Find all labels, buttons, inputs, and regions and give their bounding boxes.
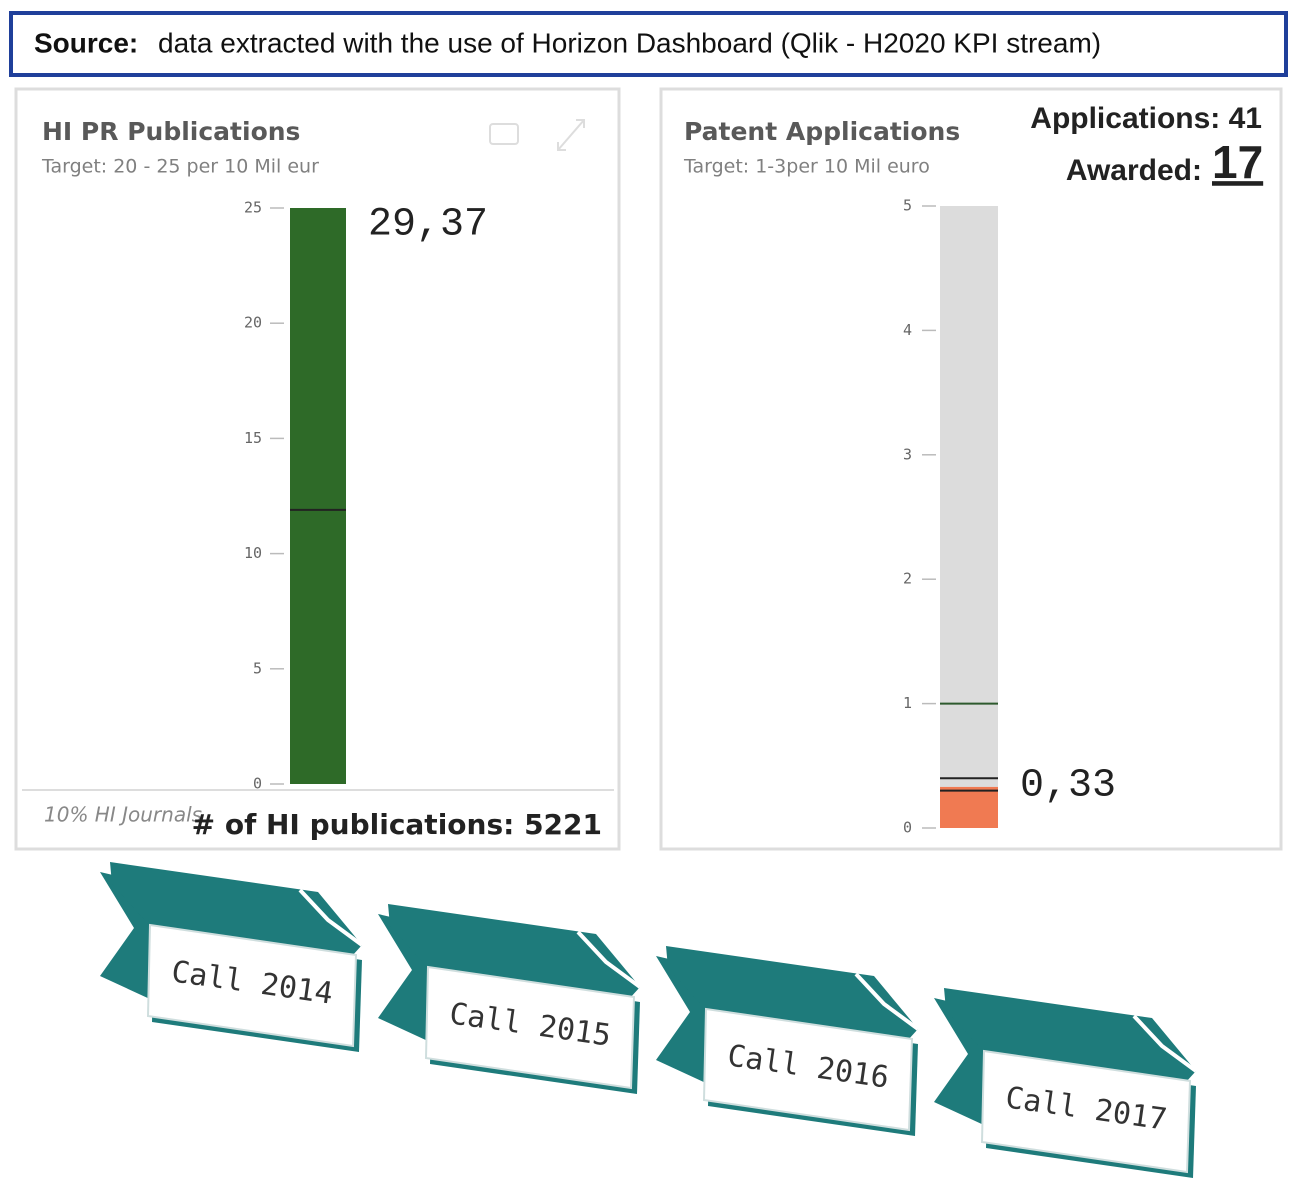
y-tick-label: 2 (903, 570, 912, 588)
source-text: data extracted with the use of Horizon D… (158, 27, 1101, 58)
y-tick-label: 20 (244, 314, 262, 332)
ribbon-fold (854, 972, 920, 1031)
expand-icon[interactable] (557, 119, 585, 151)
awarded-label: Awarded: (1066, 154, 1202, 187)
ribbon-fold (298, 888, 364, 947)
ribbon: Call 2014 (100, 862, 364, 1052)
footer-left: 10% HI Journals (44, 803, 202, 827)
y-tick-label: 25 (244, 199, 262, 217)
snapshot-icon[interactable] (489, 123, 519, 145)
footer-right: # of HI publications: 5221 (192, 808, 602, 841)
y-tick-label: 0 (253, 775, 262, 793)
source-banner (9, 11, 1288, 77)
ribbon: Call 2016 (656, 946, 920, 1136)
y-tick-label: 10 (244, 544, 262, 562)
ribbon-card (424, 965, 636, 1090)
source-label: Source: (34, 27, 138, 58)
chart-title: HI PR Publications (42, 117, 300, 146)
y-tick-label: 0 (903, 819, 912, 837)
awarded-value: 17 (1212, 136, 1263, 188)
bar (940, 786, 998, 828)
y-tick-label: 5 (253, 659, 262, 677)
ribbon-band (666, 946, 918, 1040)
y-tick-label: 15 (244, 429, 262, 447)
ribbon-card (702, 1007, 914, 1132)
y-tick-label: 5 (903, 197, 912, 215)
ribbon-band (944, 988, 1196, 1082)
ribbon-band (110, 862, 362, 956)
ribbon: Call 2015 (378, 904, 642, 1094)
y-tick-label: 1 (903, 694, 912, 712)
applications: Applications: 41 (1030, 102, 1262, 135)
ribbon: Call 2017 (934, 988, 1198, 1178)
ribbon-card (146, 923, 358, 1048)
ribbon-card (980, 1049, 1192, 1174)
chart-subtitle: Target: 20 - 25 per 10 Mil eur (41, 156, 319, 178)
y-tick-label: 4 (903, 321, 912, 339)
chart-subtitle: Target: 1-3per 10 Mil euro (683, 156, 930, 178)
bar (290, 208, 346, 784)
ribbon-fold (1132, 1014, 1198, 1073)
chart-title: Patent Applications (684, 117, 960, 146)
value-label: 0,33 (1020, 764, 1116, 809)
ribbon-fold (576, 930, 642, 989)
y-tick-label: 3 (903, 445, 912, 463)
bar-track (940, 206, 998, 828)
ribbon-band (388, 904, 640, 998)
value-label: 29,37 (368, 203, 488, 248)
